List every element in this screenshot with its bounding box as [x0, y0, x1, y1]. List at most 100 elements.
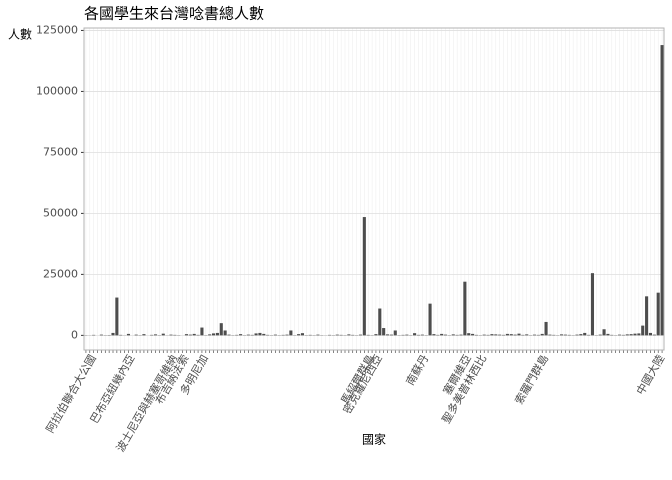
bar [134, 334, 138, 336]
bar [420, 334, 424, 336]
panel-border [83, 27, 665, 351]
bar [598, 334, 602, 336]
x-axis-title: 國家 [362, 432, 386, 447]
bar [358, 334, 363, 336]
bar [505, 333, 509, 336]
bar [273, 334, 277, 336]
bar [347, 334, 351, 336]
bar [219, 323, 223, 336]
bar [258, 332, 262, 336]
x-tick-label: 南蘇丹 [404, 353, 432, 388]
bar [443, 334, 448, 336]
bar [648, 332, 653, 336]
bar [227, 334, 231, 336]
bar [285, 334, 289, 336]
y-tick-label: 0 [71, 328, 78, 341]
bar [254, 333, 258, 336]
y-tick-label: 50000 [43, 206, 78, 219]
bar [656, 292, 660, 336]
chart-title: 各國學生來台灣唸書總人數 [84, 5, 264, 23]
bar [617, 334, 622, 336]
bar [111, 332, 115, 336]
bar [652, 334, 656, 336]
bar [142, 334, 146, 336]
bar [378, 308, 382, 336]
bar [246, 334, 250, 336]
plot-panel [84, 28, 664, 350]
bar [382, 328, 386, 336]
bar [490, 334, 494, 336]
bar [559, 334, 564, 336]
bar [413, 333, 417, 336]
bar [525, 334, 529, 336]
y-tick-label: 125000 [36, 23, 78, 36]
bar [192, 333, 196, 336]
bar [432, 334, 436, 336]
bar [362, 217, 366, 336]
bar [590, 273, 595, 336]
bar [660, 45, 664, 336]
bar [498, 334, 502, 336]
bar [374, 334, 378, 336]
bar [544, 321, 548, 336]
bar [494, 334, 498, 336]
bar [126, 333, 131, 336]
bar [579, 334, 583, 336]
bar [405, 334, 409, 336]
bar [389, 334, 393, 336]
bar [633, 333, 637, 336]
y-axis-title: 人數 [8, 28, 32, 42]
bar [223, 330, 227, 336]
x-tick-label: 中國大陸 [633, 352, 667, 397]
y-tick-label: 25000 [43, 267, 78, 280]
bar [200, 327, 204, 336]
bar [385, 334, 390, 336]
bar [335, 334, 339, 336]
bar [451, 334, 455, 336]
bar [184, 334, 189, 336]
bar [297, 334, 301, 336]
bar [300, 333, 305, 336]
bar [563, 334, 567, 336]
bar [482, 334, 486, 336]
bar [161, 333, 165, 336]
bar [188, 334, 192, 336]
y-tick-label: 100000 [36, 84, 78, 97]
bar [99, 334, 103, 336]
bar [575, 334, 579, 336]
bar [440, 333, 444, 336]
bar [239, 334, 243, 336]
bar [428, 303, 432, 336]
bar [262, 333, 266, 336]
bar [208, 334, 212, 336]
bar [532, 334, 537, 336]
bar [463, 281, 467, 336]
bar [606, 333, 610, 336]
bar [153, 334, 158, 336]
bar [583, 332, 587, 336]
bar [637, 333, 641, 336]
bar [289, 330, 293, 336]
bar [509, 334, 513, 336]
y-tick-label: 75000 [43, 145, 78, 158]
bar [211, 333, 216, 336]
bar [540, 333, 544, 336]
bar [393, 330, 397, 336]
bar [513, 334, 517, 336]
bar [629, 334, 633, 336]
x-tick-label: 索羅門群島 [512, 352, 552, 407]
bar [459, 334, 463, 336]
bar [471, 333, 475, 336]
bar [625, 334, 629, 336]
bar [517, 333, 521, 336]
bar [467, 333, 471, 336]
bar [215, 332, 219, 336]
bar [641, 325, 645, 336]
bar [645, 296, 649, 336]
bar [169, 334, 173, 336]
bar [548, 334, 552, 336]
bar [316, 334, 320, 336]
x-tick-label: 阿拉伯聯合大公國 [43, 352, 99, 435]
bar [115, 297, 119, 336]
